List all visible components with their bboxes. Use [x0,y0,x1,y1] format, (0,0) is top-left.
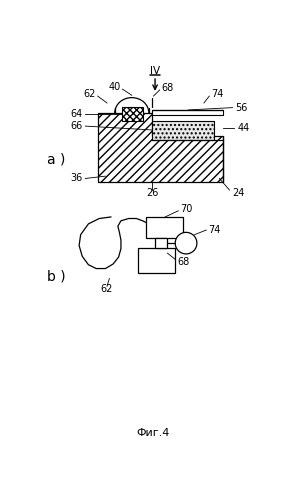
Text: 44: 44 [237,123,249,133]
Text: b ): b ) [46,269,65,283]
Text: 66: 66 [71,121,83,131]
Polygon shape [138,248,175,273]
Text: a ): a ) [46,152,65,166]
Polygon shape [98,113,223,182]
Text: 24: 24 [232,188,244,198]
Polygon shape [146,217,183,238]
Text: 26: 26 [146,188,158,198]
Text: 74: 74 [209,225,221,235]
Text: 68: 68 [178,256,190,266]
Polygon shape [122,107,143,121]
Text: IV: IV [150,66,160,76]
Circle shape [175,233,197,254]
Text: 64: 64 [71,109,83,119]
Text: Фиг.4: Фиг.4 [136,428,169,438]
Polygon shape [152,110,223,115]
Text: 74: 74 [211,89,223,99]
Text: 56: 56 [236,103,248,113]
Text: 62: 62 [84,89,96,99]
Text: 68: 68 [161,83,173,93]
Polygon shape [155,238,167,248]
Polygon shape [152,121,214,140]
Text: 70: 70 [181,204,193,214]
Text: 40: 40 [109,82,121,92]
Text: 62: 62 [101,284,113,294]
Text: 36: 36 [71,174,83,184]
